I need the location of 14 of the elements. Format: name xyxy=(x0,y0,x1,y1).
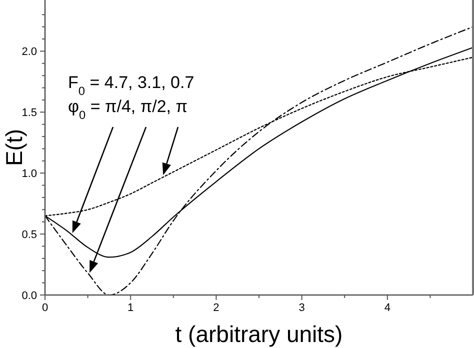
y-tick-label: 1.0 xyxy=(22,168,37,180)
y-tick-label: 2.0 xyxy=(22,46,37,58)
x-axis-title: t (arbitrary units) xyxy=(175,321,343,347)
annotation: φ$_{0}$ = π/4, π/2, π xyxy=(68,97,188,122)
y-tick-label: 0.0 xyxy=(22,290,37,302)
x-tick-label: 3 xyxy=(298,302,305,314)
annotation: F$_{0}$ = 4.7, 3.1, 0.7 xyxy=(68,73,194,98)
x-tick-label: 1 xyxy=(128,302,134,314)
x-tick-label: 0 xyxy=(42,302,48,314)
y-tick-label: 0.5 xyxy=(22,228,37,241)
x-tick-label: 2 xyxy=(213,302,220,314)
x-tick-label: 4 xyxy=(384,302,390,314)
y-axis-title: E(t) xyxy=(1,128,28,166)
y-tick-label: 1.5 xyxy=(22,107,37,119)
